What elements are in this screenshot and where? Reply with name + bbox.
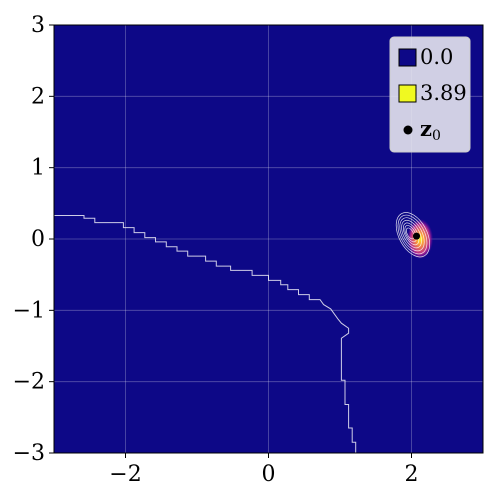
- legend-marker-z0: [403, 125, 413, 135]
- y-tick-label: −1: [13, 298, 45, 323]
- y-tick-label: 1: [31, 156, 45, 181]
- boundary-line: [54, 215, 357, 453]
- contour-line: [397, 214, 428, 255]
- contour-line: [403, 222, 420, 246]
- legend-swatch: [398, 84, 417, 103]
- contour-line: [404, 225, 417, 243]
- legend-label-subscript: 0: [432, 128, 441, 144]
- y-tick-label: 0: [31, 227, 45, 252]
- contour-line: [405, 227, 415, 240]
- density-peak: [407, 219, 434, 259]
- y-tick-label: 3: [31, 13, 45, 38]
- plot-marks: [54, 212, 434, 453]
- contour-line: [401, 219, 422, 249]
- axis-ticks: −2 0 2 −3 −2 −1 0 1 2 3: [13, 13, 419, 487]
- legend-swatch: [398, 48, 417, 67]
- contour-line: [395, 212, 431, 258]
- x-tick-label: 2: [405, 462, 419, 487]
- contour-line: [399, 217, 425, 252]
- y-tick-label: −2: [13, 370, 45, 395]
- x-tick-label: −2: [109, 462, 141, 487]
- legend-label: 3.89: [420, 81, 467, 105]
- z0-point: [413, 232, 421, 240]
- y-tick-label: 2: [31, 84, 45, 109]
- y-tick-label: −3: [13, 441, 45, 466]
- legend-label: 0.0: [420, 45, 453, 69]
- x-tick-label: 0: [262, 462, 276, 487]
